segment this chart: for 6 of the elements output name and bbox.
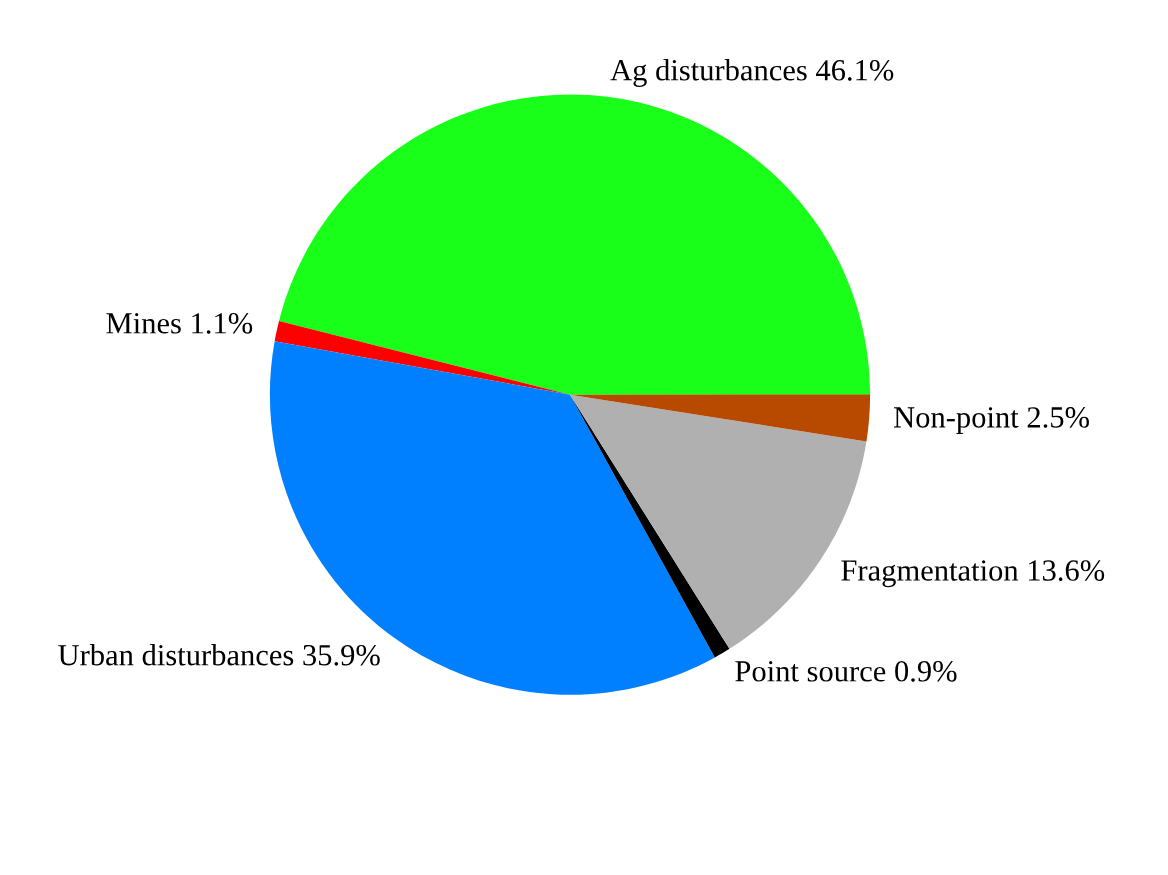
slice-label: Non-point 2.5% xyxy=(894,407,1089,434)
slice-label: Point source 0.9% xyxy=(735,661,957,682)
slice-label: Fragmentation 13.6% xyxy=(841,560,1105,588)
slice-label: Ag disturbances 46.1% xyxy=(610,59,894,87)
slice-label: Mines 1.1% xyxy=(106,313,253,334)
slice-label: Urban disturbances 35.9% xyxy=(58,644,380,666)
